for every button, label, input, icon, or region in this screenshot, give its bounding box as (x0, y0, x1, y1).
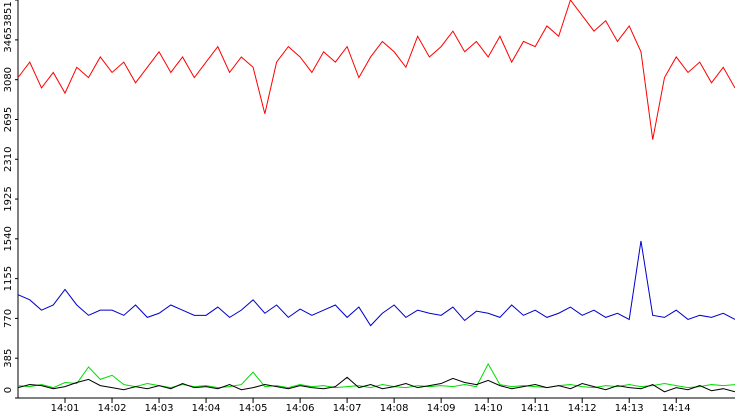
x-tick-label: 14:13 (615, 403, 644, 414)
x-tick-label: 14:09 (427, 403, 456, 414)
y-tick-label: 3465 (3, 27, 14, 52)
y-tick-label: 770 (3, 309, 14, 328)
x-tick-label: 14:11 (521, 403, 550, 414)
series-line (17, 376, 735, 393)
x-tick-label: 14:14 (662, 403, 691, 414)
x-tick-label: 14:02 (98, 403, 127, 414)
x-tick-label: 14:04 (192, 403, 221, 414)
x-tick-label: 14:03 (145, 403, 174, 414)
y-tick-label: 2310 (3, 147, 14, 172)
y-tick-label: 1155 (3, 266, 14, 291)
y-tick-label: 3851 (3, 1, 14, 26)
x-tick-label: 14:10 (474, 403, 503, 414)
x-tick-label: 14:05 (239, 403, 268, 414)
x-tick-label: 14:01 (51, 403, 80, 414)
y-tick-label: 2695 (3, 107, 14, 132)
x-tick-label: 14:08 (380, 403, 409, 414)
x-tick-label: 14:07 (333, 403, 362, 414)
series-line (17, 240, 735, 327)
y-tick-label: 1540 (3, 226, 14, 251)
y-tick-label: 385 (3, 349, 14, 368)
x-tick-label: 14:12 (568, 403, 597, 414)
x-tick-label: 14:06 (286, 403, 315, 414)
series-line (17, 0, 735, 140)
y-tick-label: 0 (3, 387, 14, 393)
y-tick-label: 1925 (3, 186, 14, 211)
y-tick-label: 3080 (3, 67, 14, 92)
